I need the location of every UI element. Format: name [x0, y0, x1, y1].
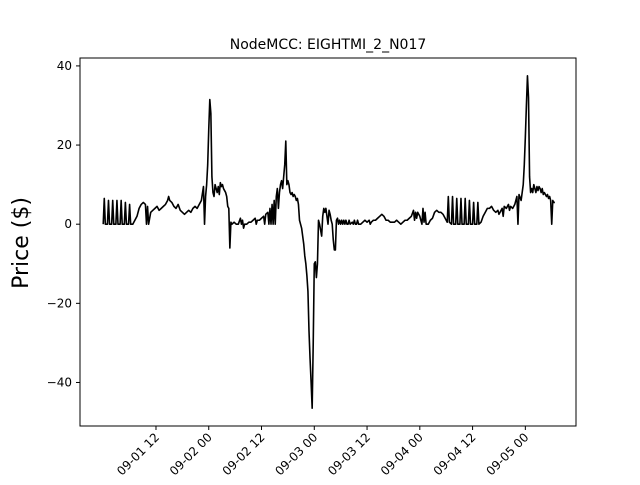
y-tick-label: −40 — [47, 375, 72, 389]
y-tick-label: 20 — [57, 138, 72, 152]
plot-area — [102, 75, 555, 409]
y-tick-label: 0 — [64, 217, 72, 231]
y-axis-label: Price ($) — [9, 197, 34, 289]
y-tick-label: 40 — [57, 59, 72, 73]
y-axis-ticks: −40 −20 0 20 40 — [47, 59, 80, 389]
price-series-line — [102, 75, 555, 409]
chart-title: NodeMCC: EIGHTMI_2_N017 — [230, 37, 427, 53]
y-tick-label: −20 — [47, 296, 72, 310]
plot-frame — [79, 57, 577, 427]
